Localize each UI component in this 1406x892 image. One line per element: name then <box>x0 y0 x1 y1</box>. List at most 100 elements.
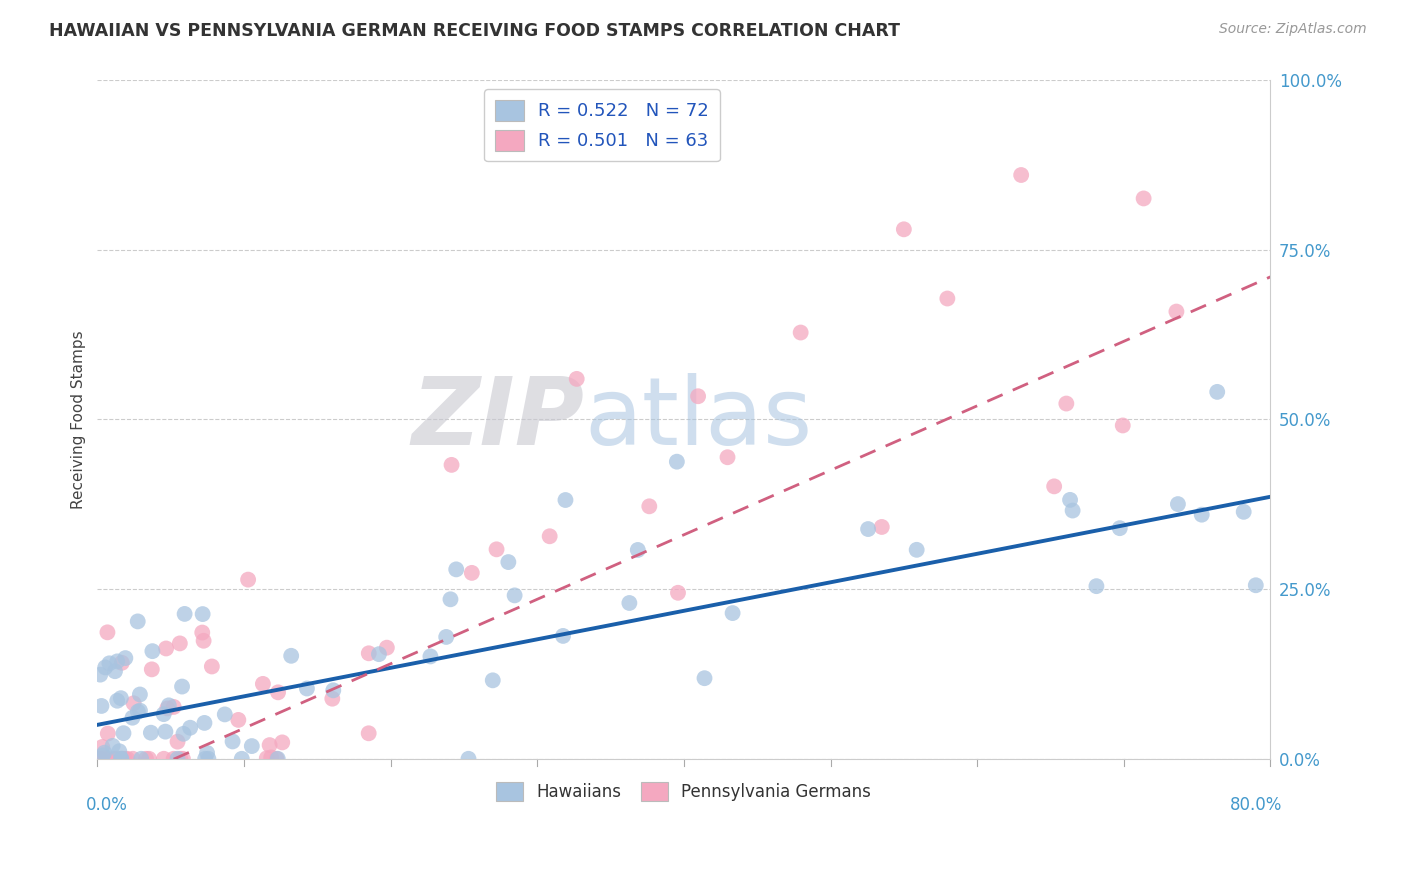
Point <box>162 752 184 766</box>
Point <box>485 542 508 557</box>
Point <box>127 615 149 629</box>
Point <box>461 566 484 580</box>
Point <box>191 625 214 640</box>
Point <box>240 739 263 753</box>
Point <box>111 656 134 670</box>
Point <box>1059 492 1081 507</box>
Point <box>322 683 344 698</box>
Point <box>127 705 149 719</box>
Point <box>1010 168 1032 182</box>
Point <box>619 596 641 610</box>
Point <box>112 726 135 740</box>
Point <box>195 746 218 760</box>
Point <box>111 752 134 766</box>
Point <box>155 641 177 656</box>
Point <box>97 752 120 766</box>
Point <box>169 752 191 766</box>
Point <box>87 752 110 766</box>
Point <box>1054 396 1077 410</box>
Point <box>457 752 479 766</box>
Point <box>155 724 177 739</box>
Point <box>141 662 163 676</box>
Point <box>440 458 463 472</box>
Point <box>169 636 191 650</box>
Point <box>688 389 710 403</box>
Point <box>444 562 467 576</box>
Point <box>90 698 112 713</box>
Point <box>638 500 661 514</box>
Point <box>114 651 136 665</box>
Point <box>357 646 380 660</box>
Point <box>179 721 201 735</box>
Point <box>94 660 117 674</box>
Point <box>121 752 143 766</box>
Point <box>87 752 110 766</box>
Point <box>1233 505 1256 519</box>
Point <box>554 493 576 508</box>
Text: HAWAIIAN VS PENNSYLVANIA GERMAN RECEIVING FOOD STAMPS CORRELATION CHART: HAWAIIAN VS PENNSYLVANIA GERMAN RECEIVIN… <box>49 22 900 40</box>
Point <box>551 629 574 643</box>
Text: 0.0%: 0.0% <box>86 797 128 814</box>
Point <box>170 680 193 694</box>
Point <box>191 607 214 621</box>
Point <box>271 735 294 749</box>
Point <box>789 326 811 340</box>
Point <box>1062 503 1084 517</box>
Point <box>139 725 162 739</box>
Point <box>936 292 959 306</box>
Point <box>129 752 152 766</box>
Point <box>156 701 179 715</box>
Point <box>110 752 132 766</box>
Point <box>267 685 290 699</box>
Point <box>166 734 188 748</box>
Point <box>1108 521 1130 535</box>
Point <box>197 752 219 766</box>
Point <box>110 752 132 766</box>
Point <box>90 752 112 766</box>
Point <box>105 752 128 766</box>
Point <box>129 688 152 702</box>
Point <box>260 750 283 764</box>
Point <box>96 625 118 640</box>
Point <box>98 657 121 671</box>
Point <box>321 691 343 706</box>
Point <box>498 555 520 569</box>
Point <box>91 748 114 763</box>
Point <box>157 698 180 713</box>
Point <box>173 607 195 621</box>
Point <box>231 752 253 766</box>
Point <box>166 752 188 766</box>
Point <box>434 630 457 644</box>
Point <box>1206 384 1229 399</box>
Point <box>538 529 561 543</box>
Point <box>1085 579 1108 593</box>
Legend: Hawaiians, Pennsylvania Germans: Hawaiians, Pennsylvania Germans <box>489 775 877 808</box>
Point <box>90 752 112 766</box>
Point <box>91 739 114 754</box>
Point <box>1112 418 1135 433</box>
Point <box>121 711 143 725</box>
Point <box>1244 578 1267 592</box>
Point <box>666 586 689 600</box>
Point <box>114 752 136 766</box>
Point <box>267 752 290 766</box>
Point <box>228 713 250 727</box>
Point <box>280 648 302 663</box>
Point <box>259 738 281 752</box>
Point <box>193 633 215 648</box>
Point <box>870 520 893 534</box>
Point <box>856 522 879 536</box>
Point <box>201 659 224 673</box>
Point <box>104 664 127 678</box>
Text: ZIP: ZIP <box>412 374 583 466</box>
Point <box>357 726 380 740</box>
Point <box>112 752 135 766</box>
Point <box>295 681 318 696</box>
Point <box>893 222 915 236</box>
Point <box>110 691 132 706</box>
Point <box>368 647 391 661</box>
Point <box>1191 508 1213 522</box>
Point <box>93 746 115 760</box>
Point <box>129 704 152 718</box>
Point <box>172 752 194 766</box>
